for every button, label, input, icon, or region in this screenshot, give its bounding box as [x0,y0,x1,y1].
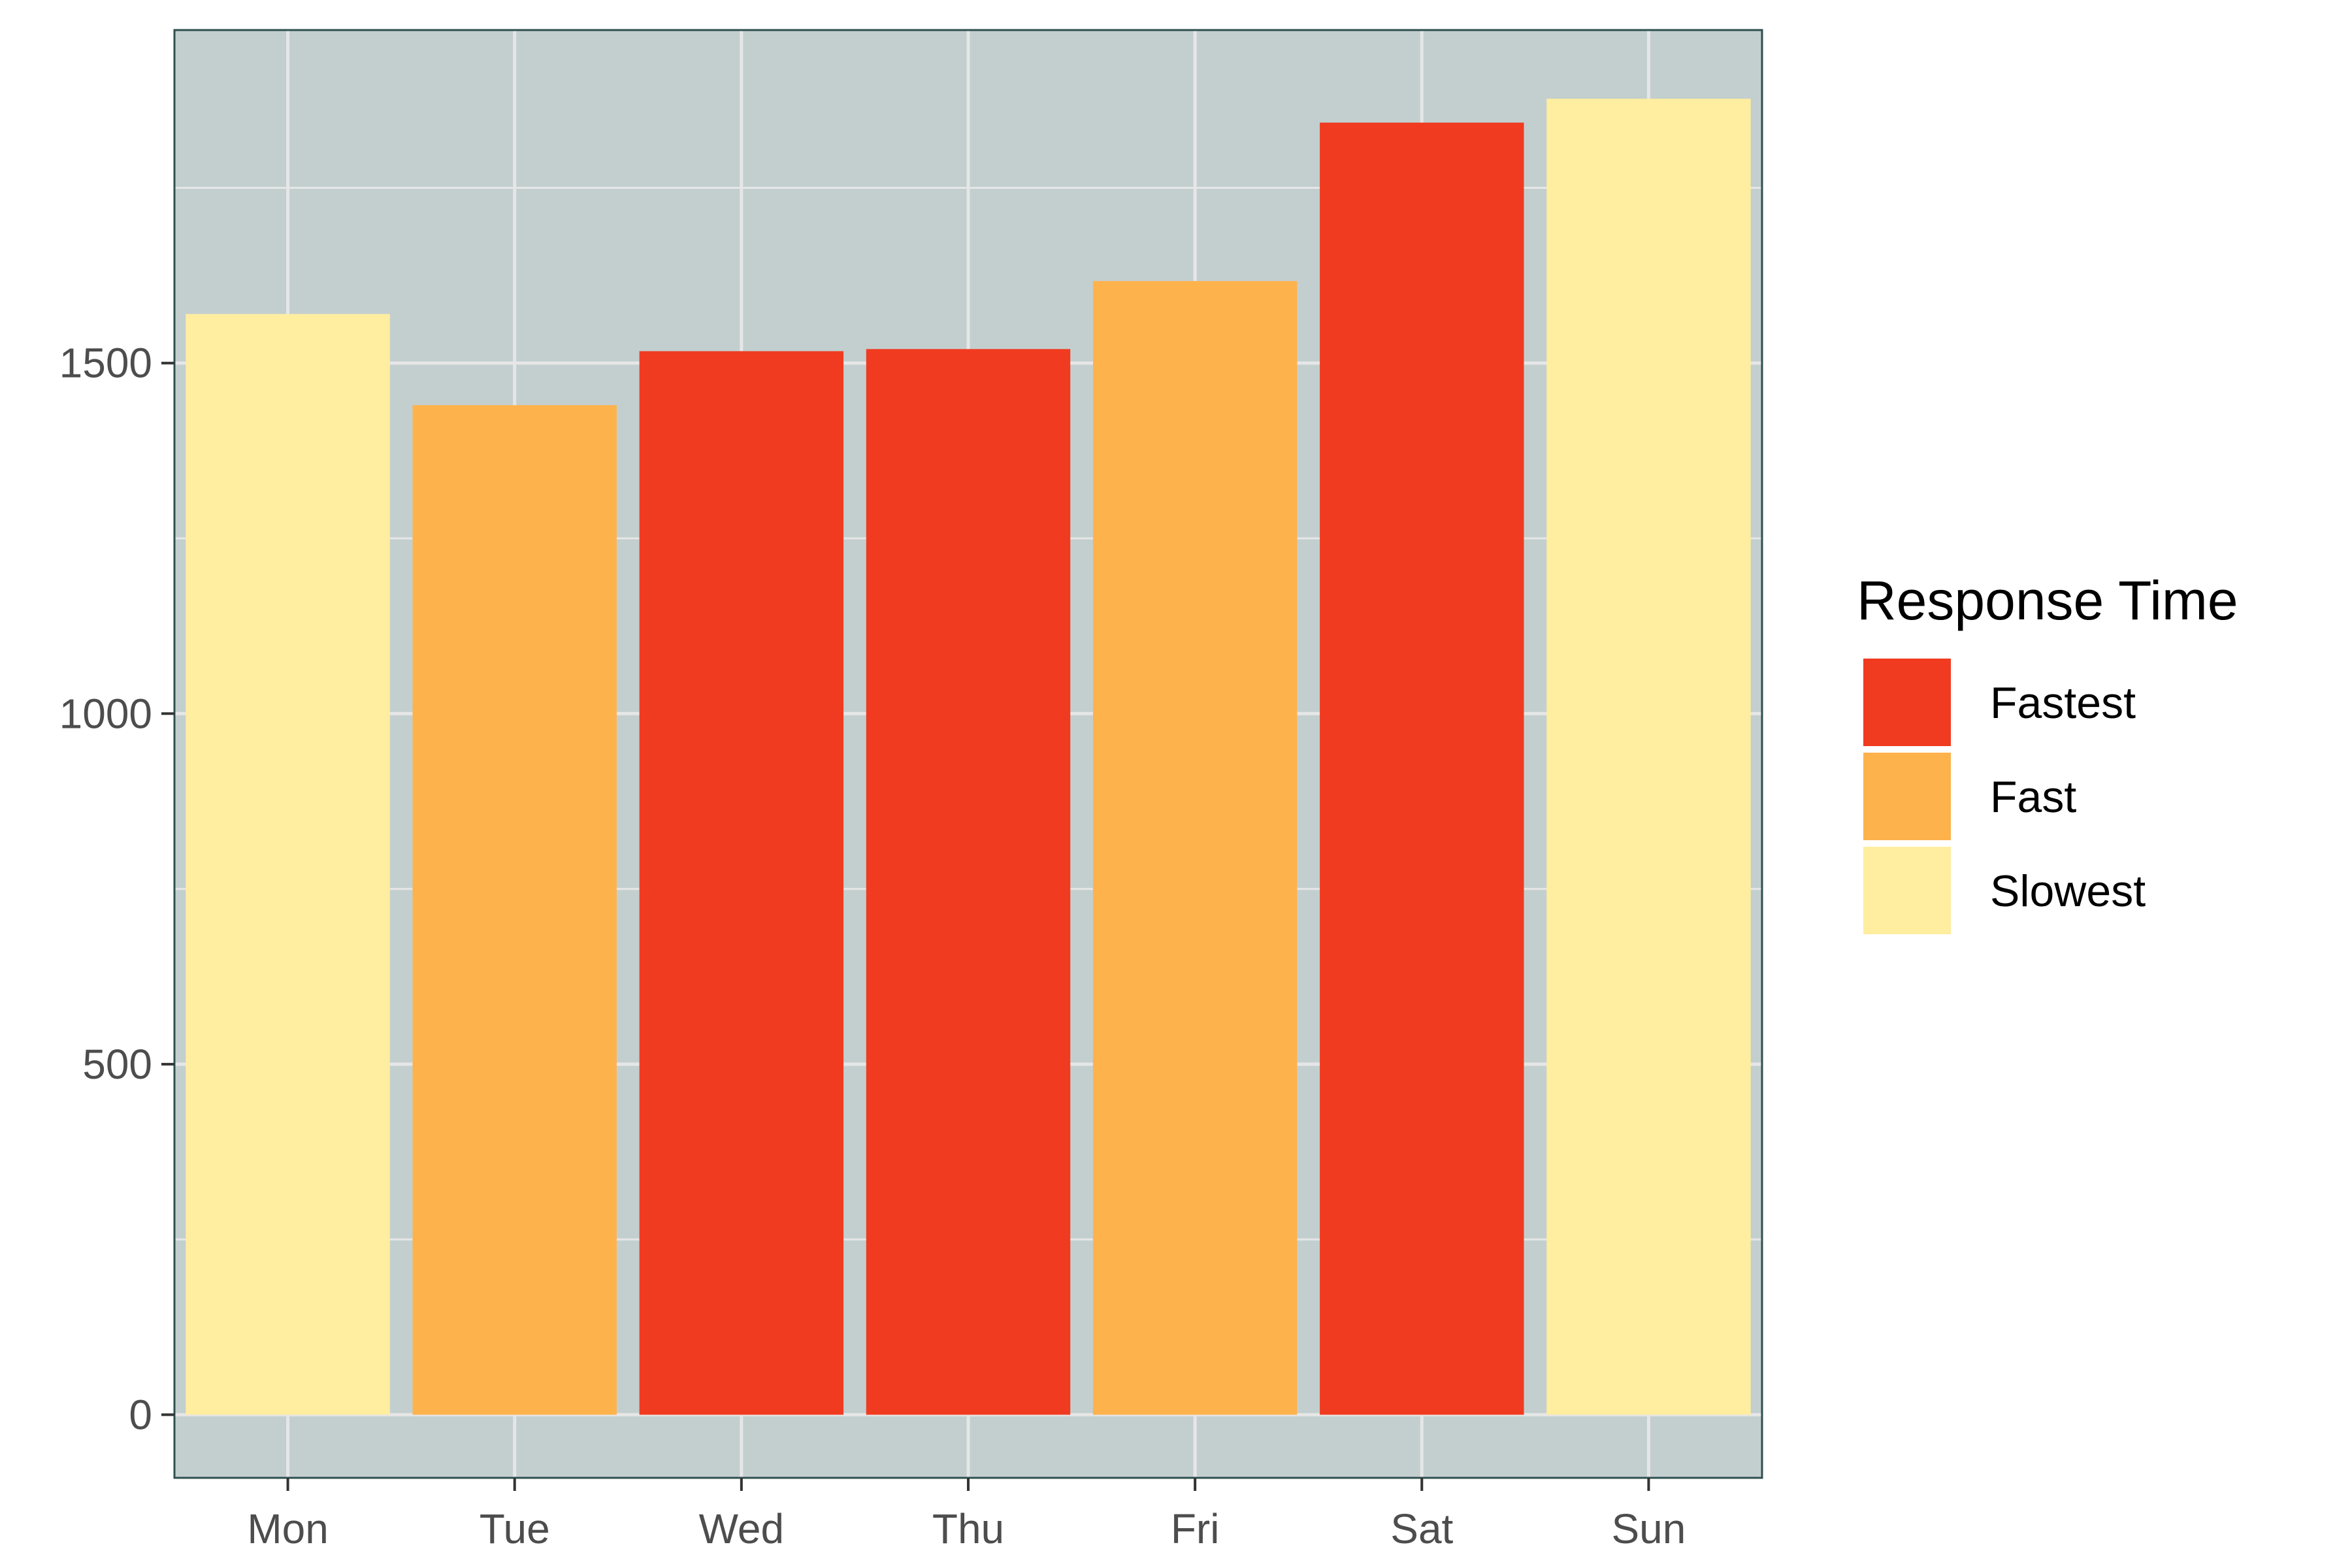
x-tick-label: Sat [1390,1505,1453,1552]
x-tick-label: Sun [1611,1505,1686,1552]
y-tick-label: 500 [82,1041,152,1088]
y-tick-label: 1000 [59,690,152,737]
legend-label-fastest: Fastest [1990,678,2136,728]
legend-key-slowest [1863,847,1951,934]
y-tick-label: 0 [129,1391,152,1438]
legend-label-slowest: Slowest [1990,866,2146,916]
legend-key-fast [1863,753,1951,840]
bar-mon [186,314,390,1415]
bars [186,99,1751,1415]
x-tick-label: Wed [699,1505,784,1552]
bar-wed [639,351,844,1415]
bar-fri [1092,281,1298,1415]
x-tick-label: Thu [932,1505,1004,1552]
bar-sun [1546,99,1751,1415]
x-tick-label: Mon [247,1505,329,1552]
bar-sat [1320,122,1524,1415]
x-tick-label: Tue [480,1505,550,1552]
bar-thu [866,349,1071,1415]
x-tick-label: Fri [1171,1505,1220,1552]
axes: 0 500 1000 1500 Mon Tue Wed Thu Fri Sat Sun [59,340,1686,1552]
legend-title: Response Time [1857,570,2238,631]
legend-label-fast: Fast [1990,772,2076,822]
legend: Response Time Fastest Fast Slowest [1857,570,2238,934]
bar-tue [412,405,617,1415]
y-tick-label: 1500 [59,340,152,387]
legend-key-fastest [1863,659,1951,746]
